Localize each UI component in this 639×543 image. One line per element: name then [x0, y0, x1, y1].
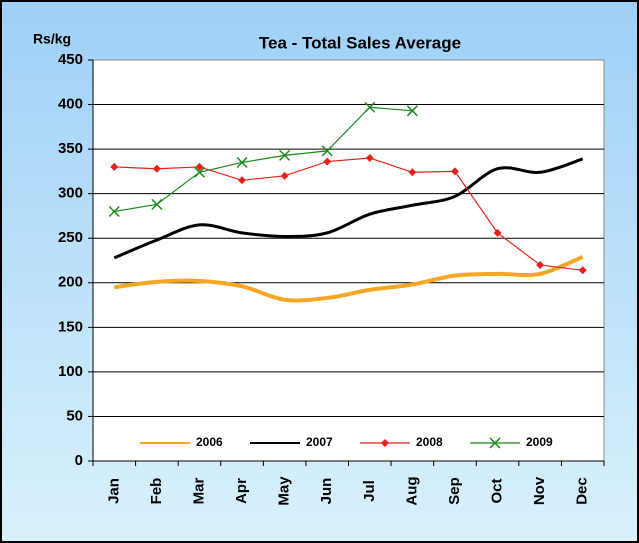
point-marker	[406, 105, 418, 117]
y-tick-label: 450	[58, 51, 83, 68]
point-marker	[279, 149, 291, 161]
point-marker	[195, 162, 204, 171]
legend-label: 2006	[196, 435, 223, 449]
legend-marker	[489, 437, 501, 449]
x-tick-label: Dec	[574, 477, 591, 505]
series-line	[114, 157, 583, 271]
y-tick-label: 200	[58, 274, 83, 291]
x-tick-label: Sep	[446, 477, 463, 505]
point-marker	[151, 198, 163, 210]
series-line	[113, 157, 584, 260]
y-tick-label: 50	[66, 407, 83, 424]
y-tick-label: 250	[58, 229, 83, 246]
point-marker	[323, 157, 332, 166]
plot-area	[92, 59, 605, 462]
point-marker	[364, 101, 376, 113]
point-marker	[110, 162, 119, 171]
legend-label: 2008	[416, 435, 443, 449]
point-marker	[193, 166, 205, 178]
y-tick-label: 150	[58, 318, 83, 335]
point-marker	[493, 228, 502, 237]
point-marker	[152, 164, 161, 173]
legend-label: 2007	[306, 435, 333, 449]
x-tick-label: Jun	[318, 478, 335, 505]
y-tick-label: 300	[58, 185, 83, 202]
x-tick-label: May	[276, 476, 293, 506]
point-marker	[321, 145, 333, 157]
point-marker	[238, 176, 247, 185]
y-tick-label: 100	[58, 363, 83, 380]
x-tick-label: Nov	[531, 476, 548, 505]
series-line	[114, 255, 584, 303]
chart-title: Tea - Total Sales Average	[259, 33, 461, 52]
legend-label: 2009	[526, 435, 553, 449]
y-tick-label: 350	[58, 140, 83, 157]
point-marker	[578, 266, 587, 275]
legend-marker	[381, 439, 389, 447]
point-marker	[450, 167, 459, 176]
point-marker	[236, 156, 248, 169]
point-marker	[408, 168, 417, 177]
x-tick-label: Oct	[489, 478, 506, 503]
y-tick-label: 0	[75, 452, 83, 469]
point-marker	[108, 205, 120, 218]
x-tick-label: Feb	[148, 478, 165, 505]
y-axis-label: Rs/kg	[33, 31, 71, 47]
y-tick-label: 400	[58, 96, 83, 113]
point-marker	[536, 260, 545, 269]
point-marker	[280, 171, 289, 180]
x-tick-label: Mar	[190, 478, 207, 505]
series-line	[114, 106, 413, 213]
x-tick-label: Jul	[361, 480, 378, 502]
x-tick-label: Jan	[105, 478, 122, 504]
x-tick-label: Apr	[233, 478, 250, 504]
point-marker	[365, 154, 374, 163]
x-tick-label: Aug	[403, 476, 420, 505]
